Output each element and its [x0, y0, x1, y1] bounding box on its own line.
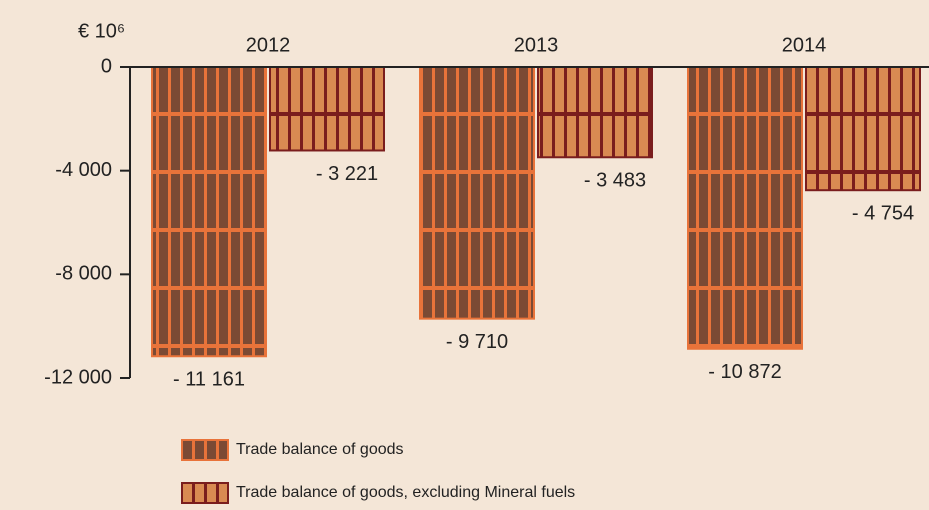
value-label: - 3 221	[316, 163, 378, 185]
legend-label: Trade balance of goods, excluding Minera…	[236, 484, 575, 501]
bar	[687, 66, 803, 350]
bar	[419, 66, 535, 320]
legend: Trade balance of goods Trade balance of g…	[181, 439, 575, 504]
bar	[269, 66, 385, 152]
bar	[151, 66, 267, 358]
y-axis-label: € 10⁶	[78, 20, 125, 42]
legend-swatch	[181, 439, 229, 461]
legend-label: Trade balance of goods	[236, 441, 404, 458]
bar	[537, 66, 653, 159]
bar	[805, 66, 921, 192]
legend-swatch	[181, 482, 229, 504]
y-tick-label: -8 000	[55, 263, 112, 285]
y-tick-label: 0	[101, 55, 112, 77]
value-label: - 9 710	[446, 331, 508, 353]
x-tick-label: 2014	[782, 34, 827, 56]
x-tick-label: 2013	[514, 34, 559, 56]
x-tick-label: 2012	[246, 34, 291, 56]
value-label: - 10 872	[708, 361, 781, 383]
value-label: - 3 483	[584, 170, 646, 192]
y-tick-label: -4 000	[55, 159, 112, 181]
y-tick-label: -12 000	[44, 366, 112, 388]
value-label: - 4 754	[852, 202, 914, 224]
value-label: - 11 161	[173, 369, 245, 391]
